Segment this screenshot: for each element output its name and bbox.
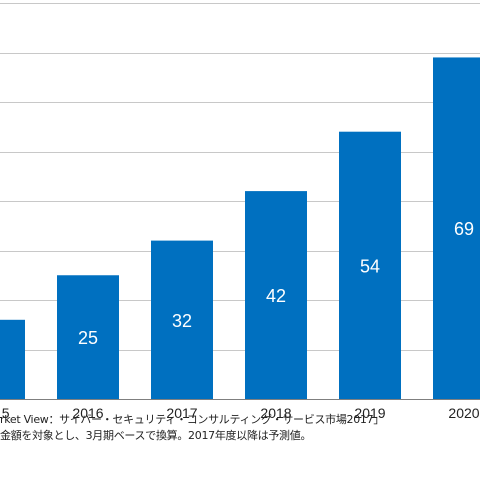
bar-2016: [57, 275, 119, 399]
data-label-2017: 32: [172, 311, 192, 331]
bar-2017: [151, 240, 213, 399]
data-label-2019: 54: [360, 256, 380, 276]
x-tick-label-2018: 2018: [260, 405, 291, 421]
data-label-2020: 69: [454, 219, 474, 239]
data-label-2018: 42: [266, 286, 286, 306]
x-tick-label-2019: 2019: [354, 405, 385, 421]
data-label-2016: 25: [78, 328, 98, 348]
source-note: rket View：サイバー・セキュリティ・コンサルティング・サービス市場201…: [0, 413, 385, 426]
bar-2020: [433, 57, 480, 399]
x-tick-label-2020: 2020: [448, 405, 479, 421]
x-tick-label-2015: 2015: [0, 405, 10, 421]
footnote: 金額を対象とし、3月期ベースで換算。2017年度以降は予測値。: [0, 429, 312, 442]
bar-2019: [339, 131, 401, 399]
x-tick-label-2016: 2016: [72, 405, 103, 421]
bar-2015: [0, 319, 25, 399]
bar-2018: [245, 191, 307, 399]
x-tick-label-2017: 2017: [166, 405, 197, 421]
